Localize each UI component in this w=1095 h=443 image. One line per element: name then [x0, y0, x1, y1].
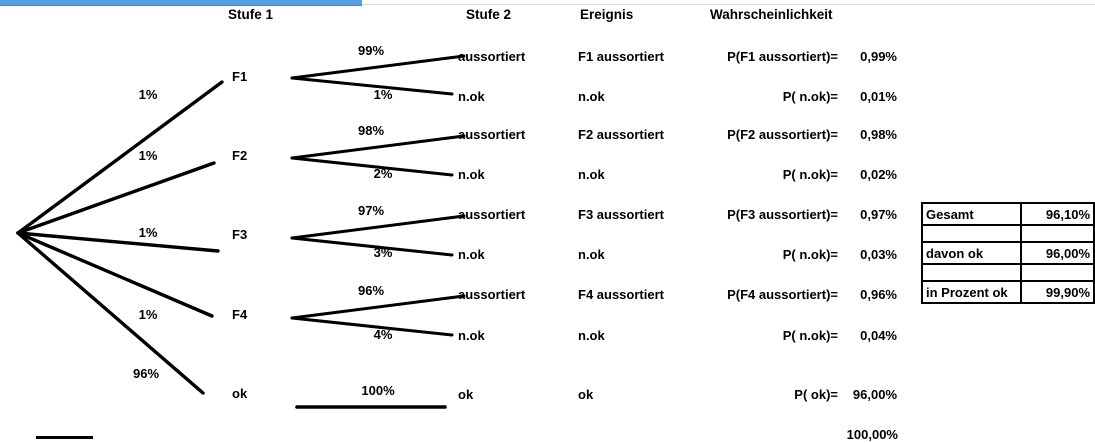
branch-probability-label: 3% [373, 245, 393, 260]
branch-probability-label: 1% [138, 225, 158, 240]
summary-label-cell [920, 263, 1023, 282]
node-label-f1: F1 [232, 69, 248, 84]
node-label-ok: ok [232, 386, 248, 401]
table-row: davon ok 96,00% [920, 241, 1095, 265]
table-row [920, 224, 1095, 243]
branch-probability-label: 1% [138, 148, 158, 163]
probability-formula-label: P( n.ok)= [782, 328, 838, 343]
probability-value: 0,99% [860, 49, 897, 64]
stage2-outcome-label: n.ok [458, 167, 485, 182]
probability-formula-label: P( n.ok)= [782, 167, 838, 182]
branch-line-root-f4 [16, 231, 214, 318]
stage2-outcome-label: n.ok [458, 328, 485, 343]
stage2-outcome-label: aussortiert [458, 127, 526, 142]
probability-formula-label: P(F1 aussortiert)= [727, 49, 838, 64]
probability-formula-label: P(F3 aussortiert)= [727, 207, 838, 222]
top-divider-line [362, 4, 1095, 5]
branch-probability-label: 1% [138, 87, 158, 102]
node-label-f2: F2 [232, 148, 248, 163]
branch-probability-label: 98% [357, 123, 385, 138]
column-header-wahrscheinlichkeit: Wahrscheinlichkeit [710, 7, 833, 22]
branch-line-f1-aussortiert [290, 54, 466, 80]
event-label: F3 aussortiert [578, 207, 664, 222]
stage2-outcome-label: aussortiert [458, 49, 526, 64]
table-row: in Prozent ok 99,90% [920, 280, 1095, 304]
probability-value: 0,04% [860, 328, 897, 343]
summary-value-cell [1020, 263, 1095, 282]
summary-label-cell [920, 224, 1023, 243]
probability-value: 0,03% [860, 247, 897, 262]
summary-value-cell: 96,00% [1020, 241, 1095, 265]
table-row: Gesamt 96,10% [920, 202, 1095, 226]
column-header-stufe2: Stufe 2 [466, 7, 512, 22]
node-label-f4: F4 [232, 307, 248, 322]
probability-formula-label: P( n.ok)= [782, 89, 838, 104]
event-label: n.ok [578, 167, 605, 182]
probability-value: 0,98% [860, 127, 897, 142]
branch-probability-label: 1% [138, 307, 158, 322]
branch-line-f4-aussortiert [290, 294, 466, 320]
probability-formula-label: P(F2 aussortiert)= [727, 127, 838, 142]
summary-value-cell [1020, 224, 1095, 243]
stage2-outcome-label: n.ok [458, 89, 485, 104]
event-label: F2 aussortiert [578, 127, 664, 142]
probability-value: 0,97% [860, 207, 897, 222]
branch-line-root-f2 [16, 161, 216, 235]
event-label: ok [578, 387, 594, 402]
probability-value: 0,02% [860, 167, 897, 182]
event-label: n.ok [578, 247, 605, 262]
branch-line-f2-nok [290, 156, 454, 177]
probability-formula-label: P(F4 aussortiert)= [727, 287, 838, 302]
stage2-outcome-label: aussortiert [458, 287, 526, 302]
stage2-outcome-label: aussortiert [458, 207, 526, 222]
summary-value-cell: 96,10% [1020, 202, 1095, 226]
total-probability: 100,00% [846, 427, 898, 442]
probability-value: 0,01% [860, 89, 897, 104]
top-scrollbar[interactable] [0, 0, 362, 6]
branch-probability-label: 1% [373, 87, 393, 102]
branch-line-root-f3 [16, 231, 220, 253]
branch-probability-label: 97% [357, 203, 385, 218]
event-label: F1 aussortiert [578, 49, 664, 64]
summary-value-cell: 99,90% [1020, 280, 1095, 304]
branch-probability-label: 96% [132, 366, 160, 381]
probability-formula-label: P( n.ok)= [782, 247, 838, 262]
probability-value: 0,96% [860, 287, 897, 302]
summary-table: Gesamt 96,10% davon ok 96,00% in Prozent… [920, 202, 1095, 304]
summary-label-cell: davon ok [920, 241, 1023, 265]
event-label: n.ok [578, 328, 605, 343]
probability-formula-label: P( ok)= [794, 387, 838, 402]
probability-value: 96,00% [852, 387, 897, 402]
branch-probability-label: 4% [373, 327, 393, 342]
branch-line-root-f1 [16, 80, 224, 235]
branch-line-f3-aussortiert [290, 214, 466, 240]
stage2-outcome-label: n.ok [458, 247, 485, 262]
branch-line-f2-aussortiert [290, 134, 466, 160]
summary-label-cell: Gesamt [920, 202, 1023, 226]
stage2-outcome-label: ok [458, 387, 474, 402]
branch-line-f4-nok [290, 316, 454, 337]
column-header-ereignis: Ereignis [580, 7, 634, 22]
event-label: F4 aussortiert [578, 287, 664, 302]
node-label-f3: F3 [232, 227, 248, 242]
event-label: n.ok [578, 89, 605, 104]
branch-probability-label: 2% [373, 166, 393, 181]
summary-label-cell: in Prozent ok [920, 280, 1023, 304]
branch-line-root-ok [16, 231, 205, 395]
column-header-stufe1: Stufe 1 [228, 7, 274, 22]
branch-line-f1-nok [290, 76, 454, 96]
branch-line-f3-nok [290, 236, 454, 257]
branch-probability-label: 96% [357, 283, 385, 298]
branch-probability-label: 100% [361, 383, 395, 398]
bottom-partial-box [36, 436, 93, 439]
table-row [920, 263, 1095, 282]
branch-probability-label: 99% [357, 43, 385, 58]
